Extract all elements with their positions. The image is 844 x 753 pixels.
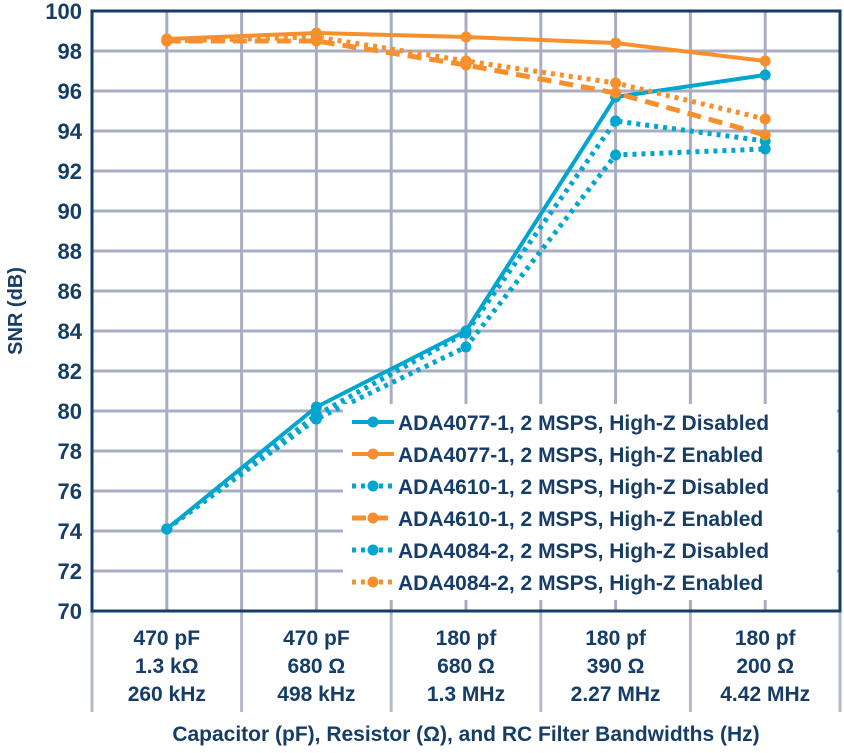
y-tick-label: 98 — [58, 39, 82, 64]
legend: ADA4077-1, 2 MSPS, High-Z Disabled ADA407… — [343, 404, 837, 600]
x-category-label: 1.3 MHz — [427, 683, 505, 706]
data-point — [610, 87, 622, 99]
legend-label: ADA4610-1, 2 MSPS, High-Z Disabled — [398, 476, 769, 499]
legend-swatch-marker — [367, 448, 379, 460]
data-point — [460, 341, 472, 353]
data-point — [310, 31, 322, 43]
y-tick-label: 78 — [58, 439, 82, 464]
x-axis-categories: 470 pF 1.3 kΩ 260 kHz 470 pF 680 Ω 498 kHz 180… — [128, 627, 810, 706]
x-category-label: 200 Ω — [736, 655, 794, 678]
series-line — [166, 38, 766, 138]
legend-box — [343, 404, 837, 600]
x-category-label: 2.27 MHz — [571, 683, 661, 706]
data-point — [310, 413, 322, 425]
data-point — [759, 69, 771, 81]
data-point — [310, 401, 322, 413]
data-point — [610, 149, 622, 161]
data-point — [759, 143, 771, 155]
y-tick-label: 96 — [58, 79, 82, 104]
legend-label: ADA4084-2, 2 MSPS, High-Z Disabled — [398, 540, 769, 563]
legend-label: ADA4610-1, 2 MSPS, High-Z Enabled — [398, 508, 763, 531]
x-category-label: 498 kHz — [277, 683, 355, 706]
x-category-label: 260 kHz — [128, 683, 206, 706]
x-category-label: 470 pF — [283, 627, 350, 650]
series-line — [166, 34, 766, 122]
series-line — [165, 118, 766, 531]
legend-label: ADA4084-2, 2 MSPS, High-Z Enabled — [398, 572, 763, 595]
legend-label: ADA4077-1, 2 MSPS, High-Z Enabled — [398, 444, 763, 467]
data-point — [759, 113, 771, 125]
x-category-label: 180 pf — [585, 627, 647, 650]
series-lines — [161, 27, 771, 535]
data-point — [460, 31, 472, 43]
data-point — [460, 327, 472, 339]
data-point — [759, 55, 771, 67]
y-tick-label: 76 — [58, 479, 82, 504]
y-axis-label: SNR (dB) — [5, 267, 27, 355]
legend-swatch-marker — [367, 480, 379, 492]
y-tick-label: 84 — [58, 319, 83, 344]
y-tick-label: 88 — [58, 239, 82, 264]
y-tick-label: 92 — [58, 159, 82, 184]
data-point — [460, 55, 472, 67]
data-point — [610, 115, 622, 127]
y-tick-label: 86 — [58, 279, 82, 304]
x-axis-label: Capacitor (pF), Resistor (Ω), and RC Fil… — [172, 723, 759, 746]
x-category-label: 180 pf — [436, 627, 498, 650]
y-tick-label: 94 — [58, 119, 83, 144]
data-point — [610, 77, 622, 89]
data-point — [161, 35, 173, 47]
y-tick-label: 74 — [58, 519, 83, 544]
data-point — [759, 129, 771, 141]
x-category-label: 470 pF — [134, 627, 201, 650]
legend-label: ADA4077-1, 2 MSPS, High-Z Disabled — [398, 412, 769, 435]
plot-border — [90, 9, 842, 613]
y-tick-label: 100 — [45, 0, 82, 24]
x-category-label: 680 Ω — [437, 655, 495, 678]
legend-swatch-marker — [367, 512, 379, 524]
data-point — [161, 523, 173, 535]
grid — [90, 11, 842, 712]
y-axis-ticks: 70 72 74 76 78 80 82 84 86 88 90 92 94 96 98 100 — [45, 0, 82, 624]
legend-swatch-marker — [367, 544, 379, 556]
y-tick-label: 80 — [58, 399, 82, 424]
x-category-label: 4.42 MHz — [720, 683, 810, 706]
legend-swatch-marker — [367, 416, 379, 428]
y-tick-label: 70 — [58, 599, 82, 624]
y-tick-label: 82 — [58, 359, 82, 384]
y-tick-label: 90 — [58, 199, 82, 224]
x-category-label: 680 Ω — [288, 655, 346, 678]
x-category-label: 1.3 kΩ — [135, 655, 199, 678]
x-category-label: 390 Ω — [587, 655, 645, 678]
x-category-label: 180 pf — [735, 627, 797, 650]
y-tick-label: 72 — [58, 559, 82, 584]
data-point — [610, 37, 622, 49]
legend-swatch-marker — [367, 576, 379, 588]
